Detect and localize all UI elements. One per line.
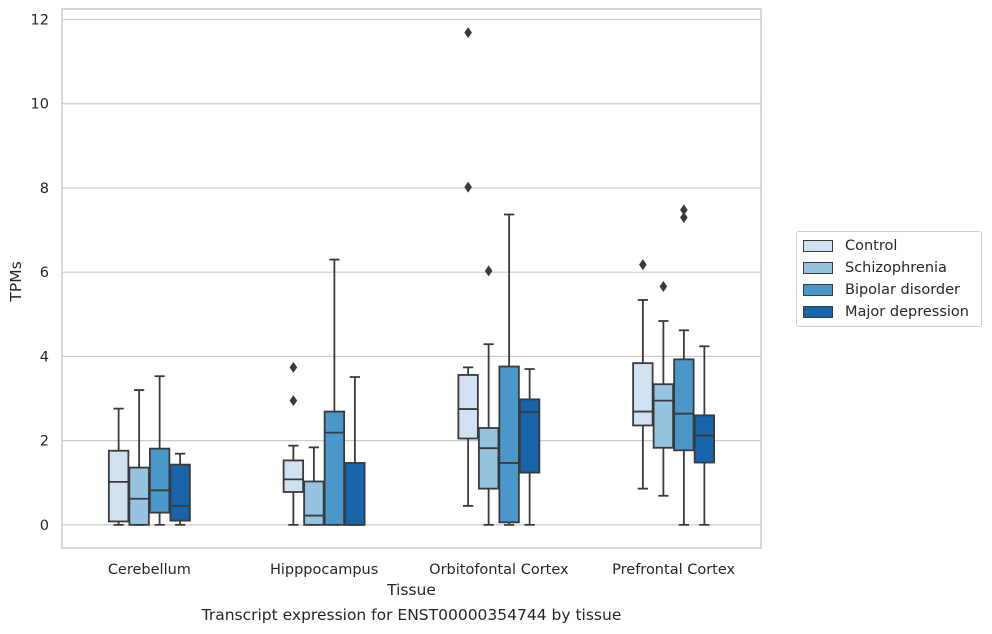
box-major-depression-prefrontal-cortex [693,345,716,526]
iqr-box [632,362,654,427]
box-bipolar-disorder-hipppocampus [323,258,346,526]
legend-item-major-depression: Major depression [803,302,969,322]
box-control-prefrontal-cortex [632,259,654,490]
iqr-box [107,449,130,523]
legend: Control Schizophrenia Bipolar disorder M… [796,231,982,327]
legend-label-control: Control [845,238,898,254]
outlier-point [289,361,298,373]
y-tick-label: 2 [40,434,49,450]
box-control-cerebellum [107,407,130,526]
legend-label-bipolar-disorder: Bipolar disorder [845,282,960,298]
plot-frame [61,8,762,549]
outlier-point [464,27,472,39]
x-tick-label-cerebellum: Cerebellum [108,562,191,578]
iqr-box [169,463,191,522]
iqr-box [323,410,346,526]
y-axis-label: TPMs [7,261,25,302]
legend-swatch-schizophrenia [803,262,833,274]
outlier-point [484,265,493,277]
legend-item-schizophrenia: Schizophrenia [803,258,947,278]
box-major-depression-orbitofontal-cortex [518,368,541,526]
outlier-point [680,204,688,216]
x-tick-label-prefrontal-cortex: Prefrontal Cortex [612,562,735,578]
iqr-box [303,480,325,526]
legend-swatch-control [803,240,833,252]
outlier-point [680,211,688,223]
iqr-box [652,383,675,449]
x-axis-label: Tissue [386,581,436,599]
box-control-orbitofontal-cortex [457,27,479,507]
legend-label-schizophrenia: Schizophrenia [845,260,947,276]
y-tick-label: 8 [40,181,49,197]
legend-label-major-depression: Major depression [845,304,969,320]
iqr-box [673,358,695,452]
box-bipolar-disorder-orbitofontal-cortex [498,213,520,526]
outlier-point [639,259,647,271]
y-tick-label: 10 [31,97,49,113]
x-tick-label-hipppocampus: Hipppocampus [270,562,378,578]
box-major-depression-hipppocampus [344,376,366,526]
outlier-point [659,281,668,293]
outlier-point [289,395,298,407]
iqr-box [457,374,479,440]
legend-item-control: Control [803,236,897,256]
box-bipolar-disorder-prefrontal-cortex [673,204,695,526]
y-tick-label: 6 [40,265,49,281]
box-bipolar-disorder-cerebellum [148,375,171,526]
y-tick-label: 4 [40,349,49,365]
iqr-box [344,462,366,526]
box-schizophrenia-orbitofontal-cortex [477,265,500,526]
iqr-box [693,414,716,464]
iqr-box [518,398,541,474]
legend-item-bipolar-disorder: Bipolar disorder [803,280,960,300]
iqr-box [498,365,520,524]
y-tick-label: 0 [40,518,49,534]
legend-swatch-major-depression [803,306,833,318]
legend-swatch-bipolar-disorder [803,284,833,296]
box-schizophrenia-prefrontal-cortex [652,281,675,497]
y-tick-label: 12 [31,13,49,29]
iqr-box [148,447,171,514]
box-major-depression-cerebellum [169,452,191,526]
figure-caption: Transcript expression for ENST0000035474… [201,606,622,624]
box-schizophrenia-cerebellum [128,389,150,526]
iqr-box [282,459,305,493]
x-tick-label-orbitofontal-cortex: Orbitofontal Cortex [429,562,569,578]
outlier-point [464,181,472,193]
iqr-box [477,427,500,490]
box-control-hipppocampus [282,361,305,526]
iqr-box [128,466,150,526]
box-schizophrenia-hipppocampus [303,446,325,526]
